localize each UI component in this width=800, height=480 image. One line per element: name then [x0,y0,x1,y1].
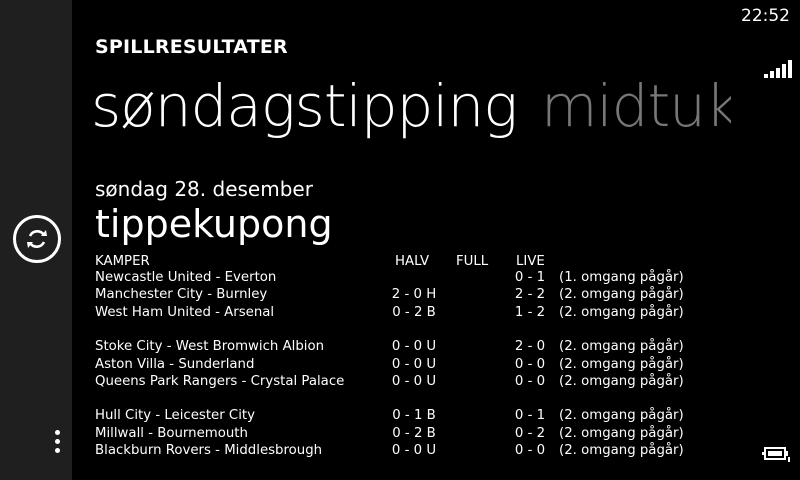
match-status: (2. omgang pågår) [559,425,684,441]
live-score: 0 - 0 [514,443,546,459]
half-score: 0 - 0 U [391,339,437,355]
match-status: (2. omgang pågår) [559,304,684,320]
live-score: 0 - 1 [514,408,546,424]
match-name: Manchester City - Burnley [95,287,268,303]
match-status: (2. omgang pågår) [559,356,684,372]
match-name: Blackburn Rovers - Middlesbrough [95,443,323,459]
date-label: søndag 28. desember [95,177,313,201]
app-title: SPILLRESULTATER [95,36,288,58]
match-name: Aston Villa - Sunderland [95,356,255,372]
header-full: FULL [456,254,489,269]
header-match: KAMPER [95,254,150,269]
half-score: 0 - 0 U [391,356,437,372]
match-status: (2. omgang pågår) [559,339,684,355]
half-score: 0 - 2 B [392,304,436,320]
header-half: HALV [395,254,430,269]
match-status: (2. omgang pågår) [559,443,684,459]
live-score: 0 - 1 [514,270,546,285]
live-score: 0 - 0 [514,356,546,372]
app-bar [0,0,72,480]
live-score: 2 - 0 [514,339,546,355]
pivot-tab-sondagstipping[interactable]: søndagstipping [91,72,518,140]
sync-icon [27,230,47,248]
match-name: West Ham United - Arsenal [95,304,275,320]
sync-button[interactable] [13,215,61,263]
section-title: tippekupong [95,202,333,246]
match-status: (2. omgang pågår) [559,408,684,424]
live-score: 0 - 2 [514,425,546,441]
match-name: Stoke City - West Bromwich Albion [95,339,325,355]
pivot-header: søndagstipping midtuk [91,66,731,146]
half-score: 0 - 0 U [391,443,437,459]
half-score: 0 - 0 U [391,373,437,389]
half-score: 2 - 0 H [391,287,437,303]
match-name: Newcastle United - Everton [95,270,277,285]
header-live: LIVE [516,254,545,269]
half-score: 0 - 1 B [392,408,436,424]
more-dots-icon[interactable] [51,430,63,458]
signal-icon [764,60,792,78]
match-status: (1. omgang pågår) [559,270,684,285]
live-score: 1 - 2 [514,304,546,320]
live-score: 2 - 2 [514,287,546,303]
match-name: Queens Park Rangers - Crystal Palace [95,373,345,389]
match-name: Hull City - Leicester City [95,408,255,424]
half-score: 0 - 2 B [392,425,436,441]
live-score: 0 - 0 [514,373,546,389]
battery-charging-icon [762,447,790,462]
match-name: Millwall - Bournemouth [95,425,248,441]
status-time: 22:52 [741,6,790,26]
match-status: (2. omgang pågår) [559,287,684,303]
pivot-tab-midtuk[interactable]: midtuk [541,72,731,140]
match-status: (2. omgang pågår) [559,373,684,389]
